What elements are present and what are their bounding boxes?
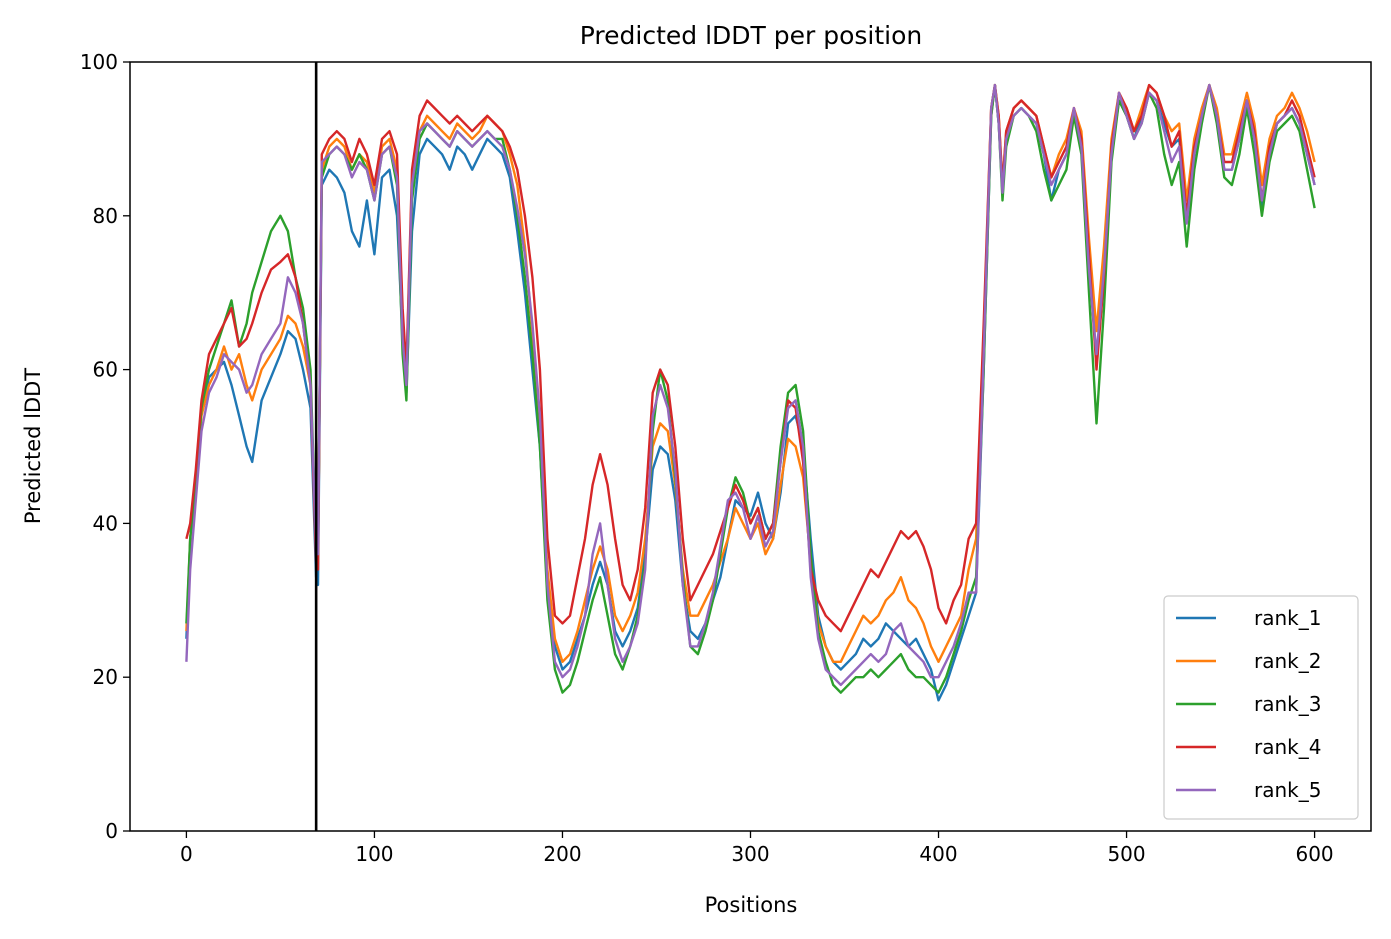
chart-title: Predicted lDDT per position	[580, 21, 922, 50]
y-axis-label: Predicted lDDT	[21, 368, 45, 524]
legend-box	[1163, 595, 1359, 820]
x-tick-label: 500	[1107, 842, 1145, 866]
legend: rank_1 rank_2 rank_3 rank_4 rank_5	[1163, 595, 1359, 820]
series-line-rank-5	[185, 83, 1316, 687]
x-tick-label: 300	[731, 842, 769, 866]
x-tick-label: 400	[919, 842, 957, 866]
x-tick-label: 100	[355, 842, 393, 866]
y-tick-label: 20	[93, 665, 118, 689]
plot-lines	[185, 83, 1316, 702]
y-tick-label: 0	[105, 819, 118, 843]
y-tick-label: 80	[93, 204, 118, 228]
x-axis: 0 100 200 300 400 500 600	[180, 831, 1334, 866]
x-tick-label: 200	[543, 842, 581, 866]
legend-label-rank-3: rank_3	[1254, 692, 1321, 716]
y-tick-label: 40	[93, 511, 118, 535]
y-tick-label: 100	[80, 50, 118, 74]
legend-label-rank-4: rank_4	[1254, 735, 1321, 759]
legend-label-rank-5: rank_5	[1254, 778, 1321, 802]
legend-label-rank-1: rank_1	[1254, 606, 1321, 630]
y-axis: 0 20 40 60 80 100	[80, 50, 130, 843]
x-tick-label: 0	[180, 842, 193, 866]
legend-label-rank-2: rank_2	[1254, 649, 1321, 673]
y-tick-label: 60	[93, 358, 118, 382]
x-tick-label: 600	[1295, 842, 1333, 866]
x-axis-label: Positions	[705, 893, 798, 917]
